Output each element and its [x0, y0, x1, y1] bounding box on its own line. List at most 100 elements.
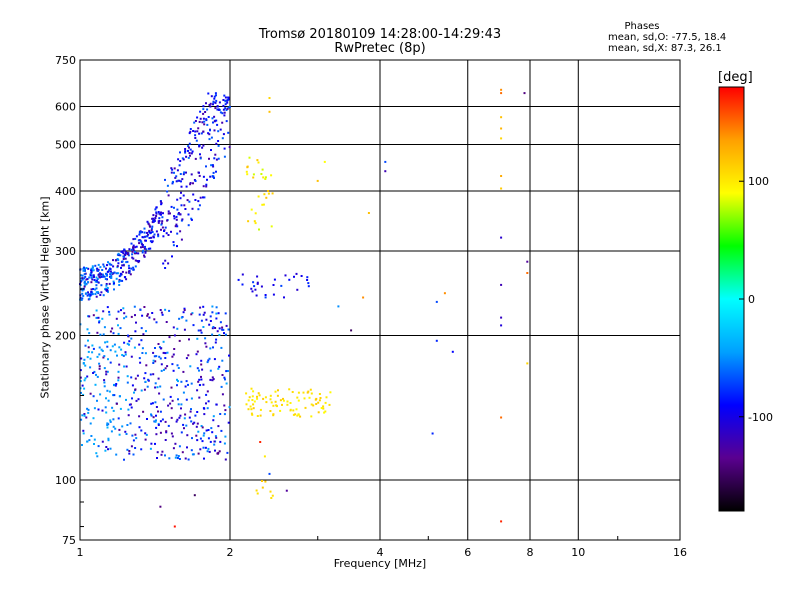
- data-point: [202, 305, 205, 308]
- data-point: [268, 110, 271, 113]
- data-point: [123, 248, 126, 251]
- data-point: [171, 180, 174, 183]
- data-point: [107, 437, 110, 440]
- data-point: [111, 345, 114, 348]
- data-point: [100, 348, 103, 351]
- data-point: [180, 180, 182, 183]
- data-point: [119, 279, 122, 282]
- data-point: [96, 278, 99, 280]
- data-point: [125, 278, 128, 281]
- data-point: [173, 525, 176, 528]
- data-point: [195, 425, 198, 428]
- data-point: [117, 417, 120, 420]
- data-point: [227, 131, 230, 134]
- data-point: [222, 328, 225, 331]
- data-point: [192, 130, 195, 132]
- data-point: [106, 287, 109, 289]
- data-point: [145, 433, 148, 436]
- data-point: [213, 115, 216, 118]
- data-point: [152, 373, 155, 376]
- data-point: [252, 390, 255, 393]
- data-point: [131, 384, 134, 387]
- data-point: [89, 392, 92, 395]
- data-point: [123, 341, 126, 344]
- data-point: [127, 254, 130, 257]
- data-point: [146, 314, 149, 317]
- data-point: [202, 446, 205, 449]
- data-point: [134, 377, 137, 380]
- data-point: [182, 423, 185, 426]
- data-point: [256, 397, 259, 400]
- data-point: [159, 431, 162, 434]
- data-point: [207, 116, 210, 118]
- data-point: [108, 262, 111, 265]
- data-point: [143, 254, 145, 257]
- data-point: [122, 354, 125, 357]
- data-point: [145, 330, 147, 333]
- data-point: [182, 194, 185, 197]
- y-tick-label: 500: [55, 139, 76, 152]
- data-point: [193, 494, 196, 497]
- data-point: [166, 219, 169, 222]
- data-point: [297, 391, 300, 394]
- data-point: [152, 351, 155, 354]
- data-point: [161, 418, 164, 421]
- data-point: [271, 494, 274, 497]
- data-point: [154, 420, 157, 423]
- data-point: [81, 384, 84, 387]
- data-point: [207, 132, 210, 135]
- data-point: [98, 321, 101, 324]
- data-point: [190, 397, 193, 400]
- data-point: [160, 363, 163, 366]
- data-point: [198, 132, 201, 135]
- data-point: [246, 173, 249, 176]
- data-point: [253, 400, 256, 403]
- data-point: [80, 418, 83, 421]
- data-point: [86, 278, 89, 281]
- data-point: [105, 370, 108, 373]
- data-point: [209, 440, 212, 443]
- data-point: [258, 228, 260, 231]
- data-point: [174, 225, 177, 228]
- data-point: [172, 326, 175, 329]
- data-point: [223, 442, 226, 445]
- data-point: [198, 120, 201, 123]
- data-point: [202, 144, 205, 147]
- data-point: [138, 233, 141, 236]
- data-point: [84, 364, 87, 367]
- data-point: [194, 134, 197, 137]
- data-point: [256, 492, 259, 495]
- x-tick-label: 2: [227, 546, 234, 559]
- data-point: [113, 271, 116, 274]
- data-point: [203, 432, 206, 435]
- data-point: [214, 341, 217, 344]
- data-point: [130, 315, 133, 318]
- data-point: [106, 278, 108, 281]
- data-point: [150, 413, 152, 416]
- data-point: [176, 208, 179, 211]
- data-point: [185, 424, 188, 427]
- data-point: [262, 203, 265, 206]
- data-point: [198, 369, 200, 372]
- data-point: [197, 430, 200, 433]
- data-point: [179, 197, 182, 200]
- data-point: [218, 365, 221, 368]
- data-point: [115, 277, 118, 280]
- data-point: [102, 263, 105, 266]
- data-point: [82, 362, 85, 364]
- data-point: [224, 103, 227, 106]
- data-point: [323, 411, 326, 414]
- data-point: [107, 290, 109, 293]
- data-point: [150, 227, 153, 230]
- data-point: [254, 222, 257, 225]
- data-point: [212, 346, 214, 349]
- data-point: [98, 365, 101, 368]
- data-point: [130, 242, 133, 245]
- data-point: [212, 378, 215, 381]
- data-point: [205, 102, 207, 105]
- data-point: [198, 204, 201, 207]
- data-point: [83, 387, 86, 390]
- data-point: [87, 339, 89, 342]
- data-point: [167, 212, 170, 215]
- data-point: [164, 367, 167, 370]
